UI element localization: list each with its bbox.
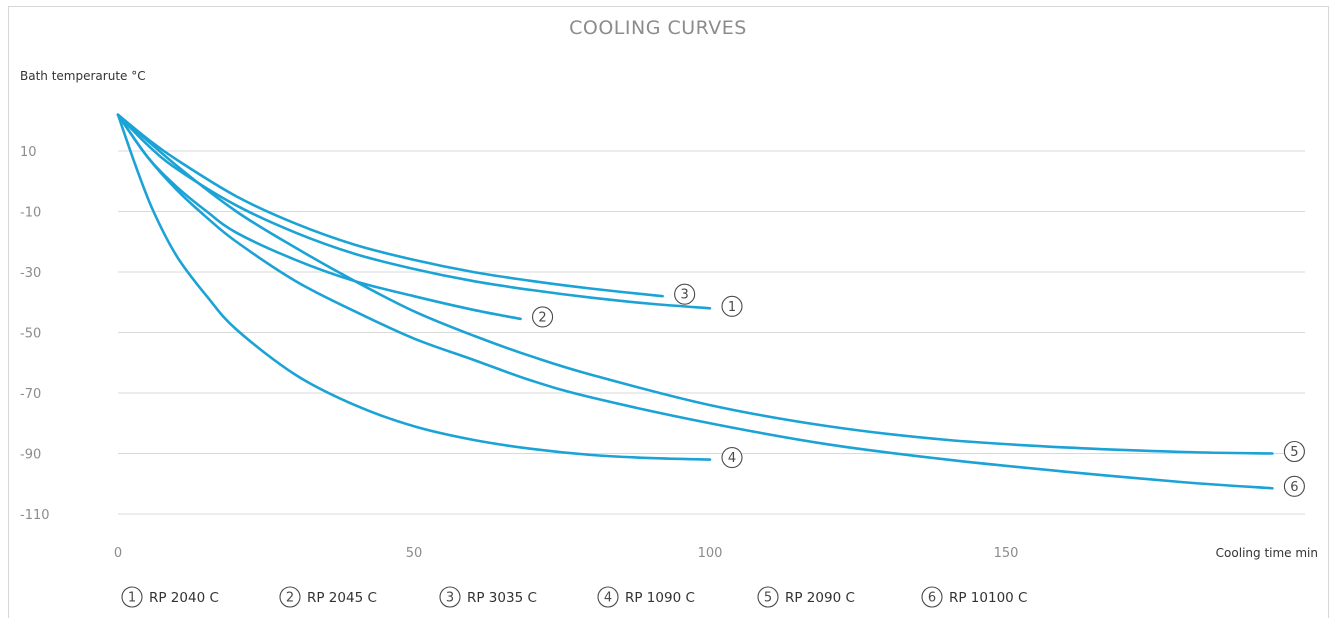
- marker-circle: [674, 283, 696, 305]
- marker-circle: [721, 446, 743, 469]
- marker-circle: [1283, 440, 1305, 463]
- series-end-marker-6: 6: [1283, 475, 1305, 497]
- curve-layer: [116, 113, 1274, 490]
- x-tick-label: 100: [698, 546, 723, 561]
- y-tick-label: -90: [20, 448, 41, 463]
- legend-label: RP 3035 C: [467, 590, 537, 606]
- series-line-2: [116, 113, 522, 321]
- legend-marker-number: 1: [128, 591, 136, 606]
- legend-marker-number: 2: [286, 591, 294, 606]
- chart-frame: [8, 6, 1329, 618]
- legend-marker-circle: [121, 586, 143, 608]
- marker-number: 2: [538, 310, 546, 325]
- series-line-1: [116, 113, 712, 310]
- tick-layer: 10 -10 -30 -50 -70 -90 -110 0 50 100 150: [20, 145, 1018, 561]
- y-tick-label: -30: [20, 266, 41, 281]
- grid-layer: [118, 150, 1305, 515]
- legend-item: 3 RP 3035 C: [439, 586, 537, 608]
- y-axis-label: Bath temperarute °C: [20, 69, 146, 83]
- y-tick-label: 10: [20, 145, 37, 160]
- x-tick-label: 0: [114, 546, 122, 561]
- x-axis-label: Cooling time min: [1216, 546, 1318, 560]
- legend-marker-number: 5: [764, 591, 772, 606]
- series-end-marker-4: 4: [721, 446, 743, 469]
- series-line-3: [116, 113, 664, 298]
- series-end-marker-1: 1: [721, 295, 743, 317]
- y-tick-label: -10: [20, 206, 41, 221]
- marker-circle: [532, 306, 554, 328]
- marker-circle: [721, 295, 743, 317]
- series-line-5: [116, 113, 1274, 455]
- y-tick-label: -70: [20, 387, 41, 402]
- legend-marker-circle: [921, 586, 943, 608]
- y-tick-label: -110: [20, 508, 50, 523]
- series-end-marker-2: 2: [532, 306, 554, 328]
- marker-circle: [1283, 475, 1305, 497]
- chart-title: COOLING CURVES: [569, 17, 747, 39]
- legend-label: RP 2090 C: [785, 590, 855, 606]
- legend-label: RP 1090 C: [625, 590, 695, 606]
- legend: 1 RP 2040 C 2 RP 2045 C 3 RP 3035 C 4 RP 1090 C…: [121, 586, 1027, 608]
- badge-layer: 1 2 3 4 5 6: [532, 283, 1305, 497]
- marker-number: 5: [1290, 445, 1298, 460]
- legend-marker-number: 6: [928, 591, 936, 606]
- legend-item: 5 RP 2090 C: [757, 586, 855, 608]
- legend-item: 1 RP 2040 C: [121, 586, 219, 608]
- x-tick-label: 150: [994, 546, 1019, 561]
- legend-item: 6 RP 10100 C: [921, 586, 1027, 608]
- marker-number: 1: [728, 300, 736, 315]
- series-end-marker-5: 5: [1283, 440, 1305, 463]
- legend-item: 2 RP 2045 C: [279, 586, 377, 608]
- legend-marker-circle: [279, 586, 301, 608]
- series-end-marker-3: 3: [674, 283, 696, 305]
- legend-item: 4 RP 1090 C: [597, 586, 695, 608]
- legend-marker-number: 3: [446, 591, 454, 606]
- marker-number: 3: [680, 288, 688, 303]
- legend-label: RP 2045 C: [307, 590, 377, 606]
- series-line-4: [116, 113, 712, 461]
- series-line-6: [116, 113, 1274, 490]
- legend-label: RP 10100 C: [949, 590, 1027, 606]
- y-tick-label: -50: [20, 327, 41, 342]
- legend-marker-number: 4: [604, 591, 612, 606]
- x-tick-label: 50: [406, 546, 423, 561]
- marker-number: 6: [1290, 480, 1298, 495]
- legend-marker-circle: [597, 586, 619, 608]
- marker-number: 4: [728, 451, 736, 466]
- legend-marker-circle: [757, 586, 779, 608]
- legend-label: RP 2040 C: [149, 590, 219, 606]
- legend-marker-circle: [439, 586, 461, 608]
